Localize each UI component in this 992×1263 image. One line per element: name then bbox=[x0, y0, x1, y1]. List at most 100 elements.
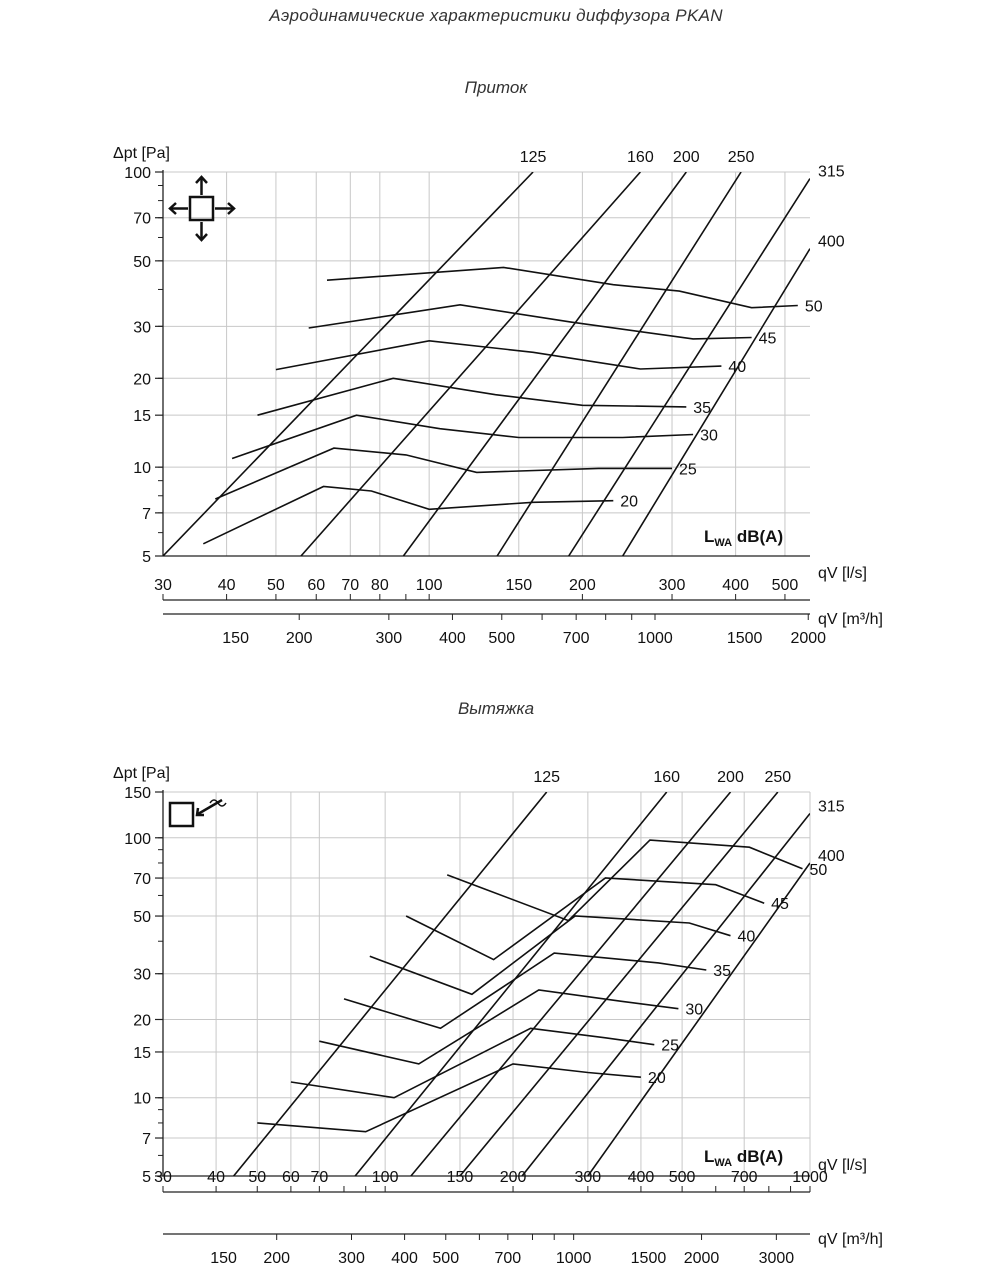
legend-lwa: LWA dB(A) bbox=[704, 527, 783, 549]
icon-part bbox=[195, 233, 208, 242]
size-line-250 bbox=[496, 172, 742, 556]
x2-tick-label: 1500 bbox=[631, 1250, 667, 1263]
size-label-315: 315 bbox=[818, 798, 845, 815]
size-label-200: 200 bbox=[673, 149, 700, 166]
x2-tick-label: 2000 bbox=[790, 630, 826, 647]
noise-curve-20 bbox=[257, 1063, 641, 1133]
y-tick-label: 30 bbox=[133, 967, 151, 984]
noise-label-40: 40 bbox=[728, 359, 746, 376]
x-tick-label: 30 bbox=[154, 1169, 172, 1186]
icon-part bbox=[168, 801, 195, 828]
size-line-125 bbox=[233, 792, 548, 1176]
size-line-250 bbox=[459, 792, 779, 1176]
size-line-160 bbox=[354, 792, 668, 1176]
size-line-400 bbox=[622, 248, 810, 556]
size-label-250: 250 bbox=[764, 769, 791, 786]
size-line-125 bbox=[163, 172, 534, 556]
size-line-400 bbox=[587, 862, 810, 1176]
y-tick-label: 150 bbox=[124, 785, 151, 802]
noise-curve-45 bbox=[308, 303, 752, 340]
x2-tick-label: 700 bbox=[494, 1250, 521, 1263]
noise-curve-30 bbox=[319, 989, 679, 1065]
x-axis-label: qV [l/s] bbox=[818, 565, 867, 582]
size-line-160 bbox=[300, 172, 641, 556]
size-label-125: 125 bbox=[520, 149, 547, 166]
x-tick-label: 200 bbox=[569, 577, 596, 594]
x-tick-label: 300 bbox=[659, 577, 686, 594]
x2-tick-label: 400 bbox=[391, 1250, 418, 1263]
size-label-200: 200 bbox=[717, 769, 744, 786]
noise-curve-50 bbox=[446, 839, 803, 922]
chart-2-title: Вытяжка bbox=[457, 699, 535, 718]
size-line-315 bbox=[521, 812, 810, 1176]
noise-curve-20 bbox=[202, 485, 614, 545]
x-tick-label: 30 bbox=[154, 577, 172, 594]
noise-label-50: 50 bbox=[809, 862, 827, 879]
x2-tick-label: 500 bbox=[488, 630, 515, 647]
x2-tick-label: 150 bbox=[222, 630, 249, 647]
size-label-250: 250 bbox=[728, 149, 755, 166]
x-tick-label: 150 bbox=[447, 1169, 474, 1186]
size-line-200 bbox=[410, 792, 732, 1176]
y-tick-label: 20 bbox=[133, 1012, 151, 1029]
x2-tick-label: 200 bbox=[286, 630, 313, 647]
x-axis-label: qV [l/s] bbox=[818, 1157, 867, 1174]
y-tick-label: 100 bbox=[124, 831, 151, 848]
noise-curve-40 bbox=[369, 915, 731, 996]
size-label-400: 400 bbox=[818, 234, 845, 251]
size-label-400: 400 bbox=[818, 848, 845, 865]
supply-arrows-icon bbox=[168, 175, 236, 242]
x2-tick-label: 3000 bbox=[759, 1250, 795, 1263]
y-tick-label: 50 bbox=[133, 909, 151, 926]
x-tick-label: 300 bbox=[575, 1169, 602, 1186]
y-tick-label: 7 bbox=[142, 506, 151, 523]
x-tick-label: 100 bbox=[372, 1169, 399, 1186]
x2-tick-label: 1000 bbox=[637, 630, 673, 647]
x-tick-label: 400 bbox=[628, 1169, 655, 1186]
x-tick-label: 500 bbox=[772, 577, 799, 594]
noise-label-20: 20 bbox=[648, 1070, 666, 1087]
y-tick-label: 70 bbox=[133, 211, 151, 228]
noise-label-30: 30 bbox=[700, 428, 718, 445]
noise-label-45: 45 bbox=[759, 330, 777, 347]
size-label-125: 125 bbox=[533, 769, 560, 786]
x2-tick-label: 400 bbox=[439, 630, 466, 647]
noise-curve-50 bbox=[326, 266, 798, 309]
noise-label-35: 35 bbox=[713, 963, 731, 980]
y-tick-label: 10 bbox=[133, 460, 151, 477]
y-tick-label: 100 bbox=[124, 165, 151, 182]
exhaust-arrow-icon bbox=[168, 798, 227, 828]
chart-supply: 5 7 10 15 20 30 50 70 100 Δpt [Pa] 30 40 50 60 70 80 100… bbox=[113, 145, 883, 647]
size-label-315: 315 bbox=[818, 164, 845, 181]
x2-tick-label: 2000 bbox=[684, 1250, 720, 1263]
y-tick-label: 10 bbox=[133, 1091, 151, 1108]
x-tick-label: 100 bbox=[416, 577, 443, 594]
chart-1-title: Приток bbox=[464, 78, 528, 97]
x-tick-label: 1000 bbox=[792, 1169, 828, 1186]
size-label-160: 160 bbox=[627, 149, 654, 166]
x-tick-label: 80 bbox=[371, 577, 389, 594]
noise-label-20: 20 bbox=[620, 494, 638, 511]
x2-tick-label: 150 bbox=[210, 1250, 237, 1263]
x2-axis-label: qV [m³/h] bbox=[818, 611, 883, 628]
noise-label-50: 50 bbox=[805, 298, 823, 315]
x-tick-label: 200 bbox=[500, 1169, 527, 1186]
noise-curve-35 bbox=[343, 952, 707, 1030]
x-tick-label: 40 bbox=[207, 1169, 225, 1186]
x2-tick-label: 700 bbox=[563, 630, 590, 647]
y-tick-label: 30 bbox=[133, 319, 151, 336]
y-tick-label: 20 bbox=[133, 371, 151, 388]
noise-label-40: 40 bbox=[738, 929, 756, 946]
icon-part bbox=[195, 807, 204, 817]
plot-area bbox=[233, 792, 810, 1176]
noise-curve-35 bbox=[257, 377, 687, 416]
noise-label-25: 25 bbox=[661, 1038, 679, 1055]
icon-part bbox=[188, 195, 215, 222]
y-tick-label: 7 bbox=[142, 1131, 151, 1148]
x-tick-label: 700 bbox=[731, 1169, 758, 1186]
x-tick-label: 150 bbox=[505, 577, 532, 594]
y-tick-label: 15 bbox=[133, 408, 151, 425]
size-line-200 bbox=[402, 172, 687, 556]
x-tick-label: 500 bbox=[669, 1169, 696, 1186]
y-tick-label: 5 bbox=[142, 549, 151, 566]
